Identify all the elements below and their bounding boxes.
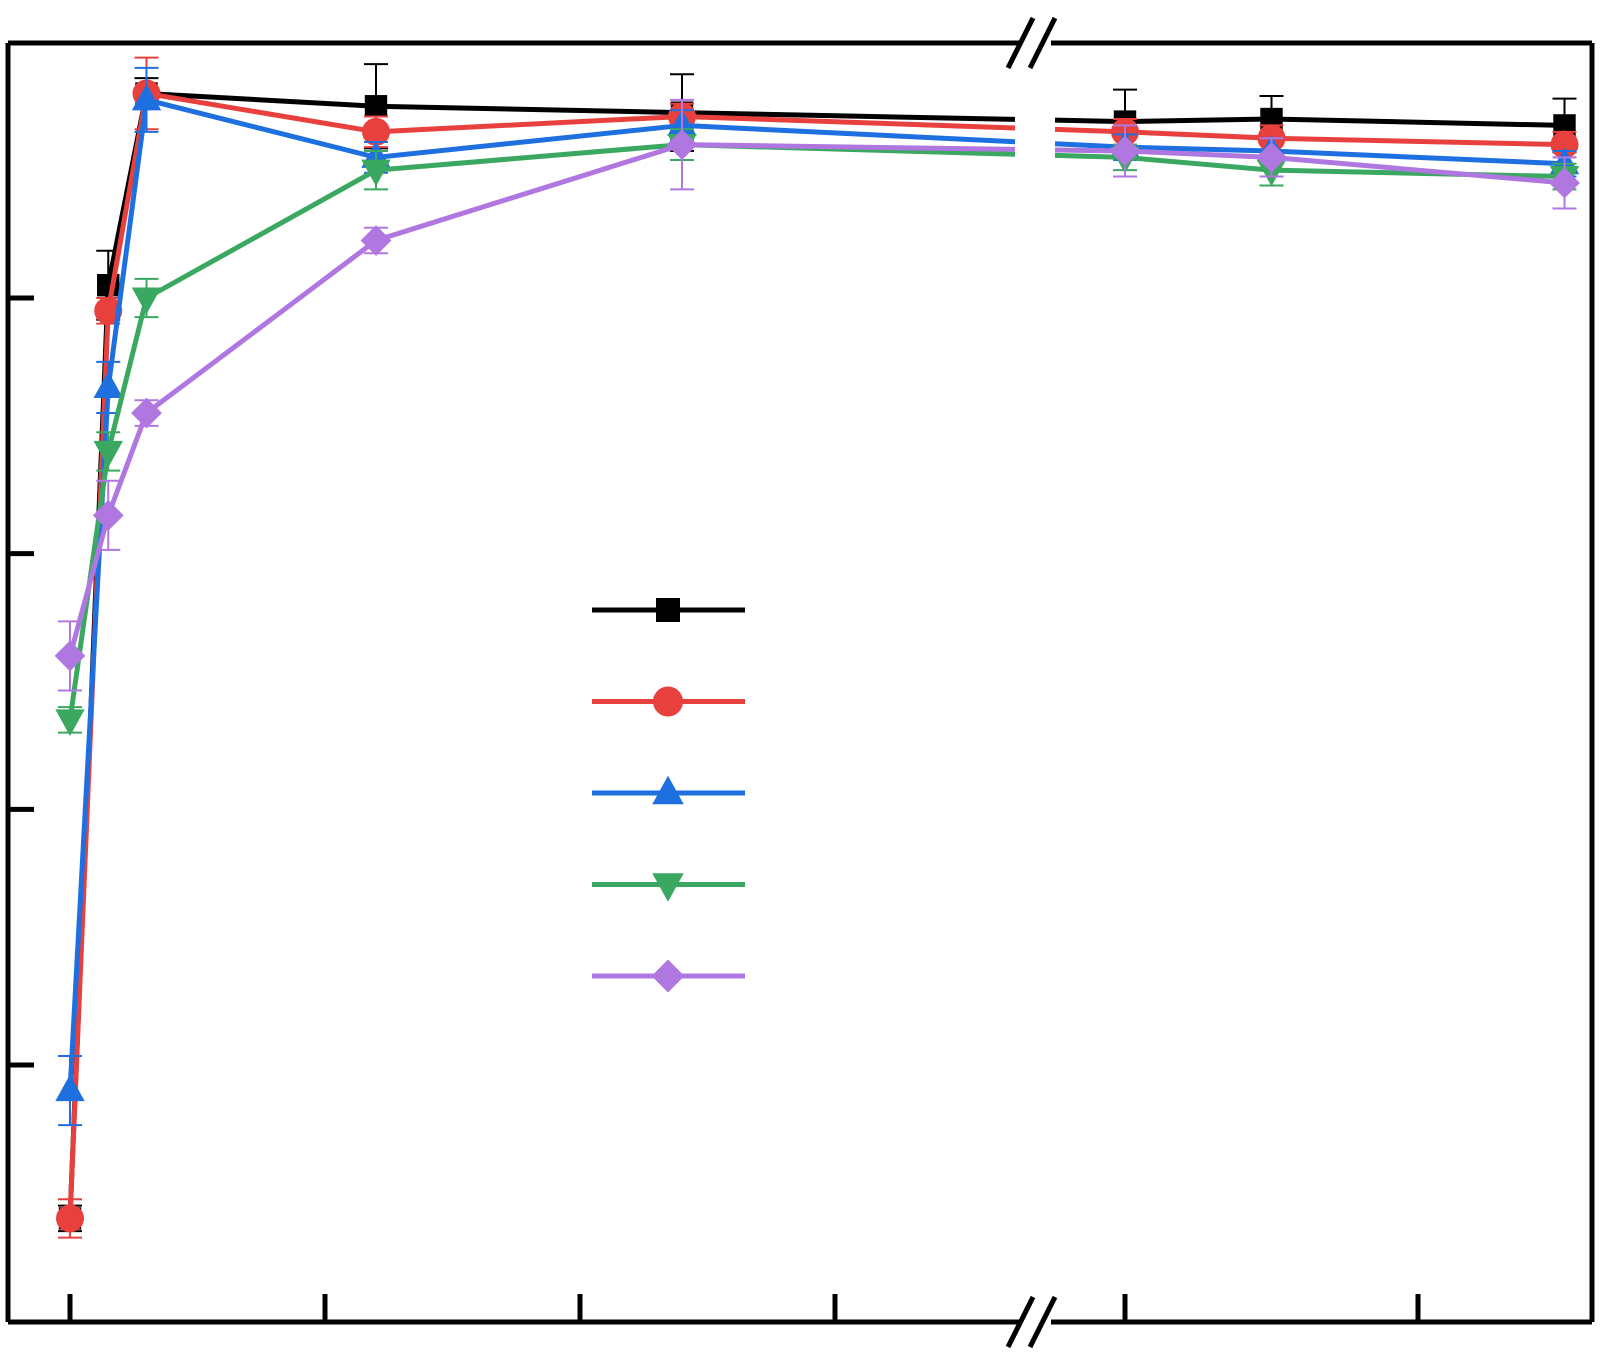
data-point-triangle-up [55,1074,85,1102]
data-point-diamond [1256,141,1287,173]
data-point-triangle-down [652,873,684,902]
legend-item-diamond [592,959,745,993]
legend-item-triangle-down [592,873,745,902]
data-point-diamond [1549,167,1580,199]
plot-frame [5,40,1595,1325]
axis-break-slash [1027,16,1058,70]
data-point-diamond [666,129,698,160]
series-line [1054,147,1565,186]
axis-ticks [8,295,1421,1322]
data-point-diamond [54,640,86,672]
data-point-circle [653,686,683,717]
data-point-triangle-up [131,83,162,111]
series-circle [56,56,1579,1239]
data-point-diamond [92,499,124,531]
series-layer [54,56,1580,1239]
data-point-triangle-down [131,287,162,315]
series-line [67,142,1016,721]
data-point-triangle-up [93,371,123,398]
data-point-triangle-down [361,159,391,187]
series-line [67,142,1016,657]
legend-item-triangle-up [592,775,745,805]
data-point-diamond [131,397,162,429]
series-triangle-up [55,66,1580,1127]
series-diamond [54,98,1580,692]
data-point-triangle-up [652,775,684,805]
data-point-square [364,95,388,118]
series-triangle-down [55,128,1580,736]
data-point-diamond [651,959,685,993]
data-point-triangle-down [55,709,85,736]
data-point-diamond [1109,135,1141,167]
legend-item-square [592,598,745,622]
series-square [58,63,1577,1233]
data-point-diamond [360,225,392,256]
legend [592,598,745,993]
axis-break-marks [1005,16,1058,1349]
axis-break-slash [1005,1295,1036,1349]
legend-item-circle [592,686,745,717]
data-point-triangle-down [93,440,123,468]
data-point-circle [362,117,390,146]
series-line [1054,116,1565,128]
series-line [67,97,1016,1091]
data-point-circle [56,1204,84,1233]
series-line [1054,152,1565,180]
data-point-square [656,598,680,622]
axis-break-slash [1027,1295,1058,1349]
series-line [1054,141,1565,167]
axis-break-slash [1005,16,1036,70]
series-line [1054,126,1565,148]
